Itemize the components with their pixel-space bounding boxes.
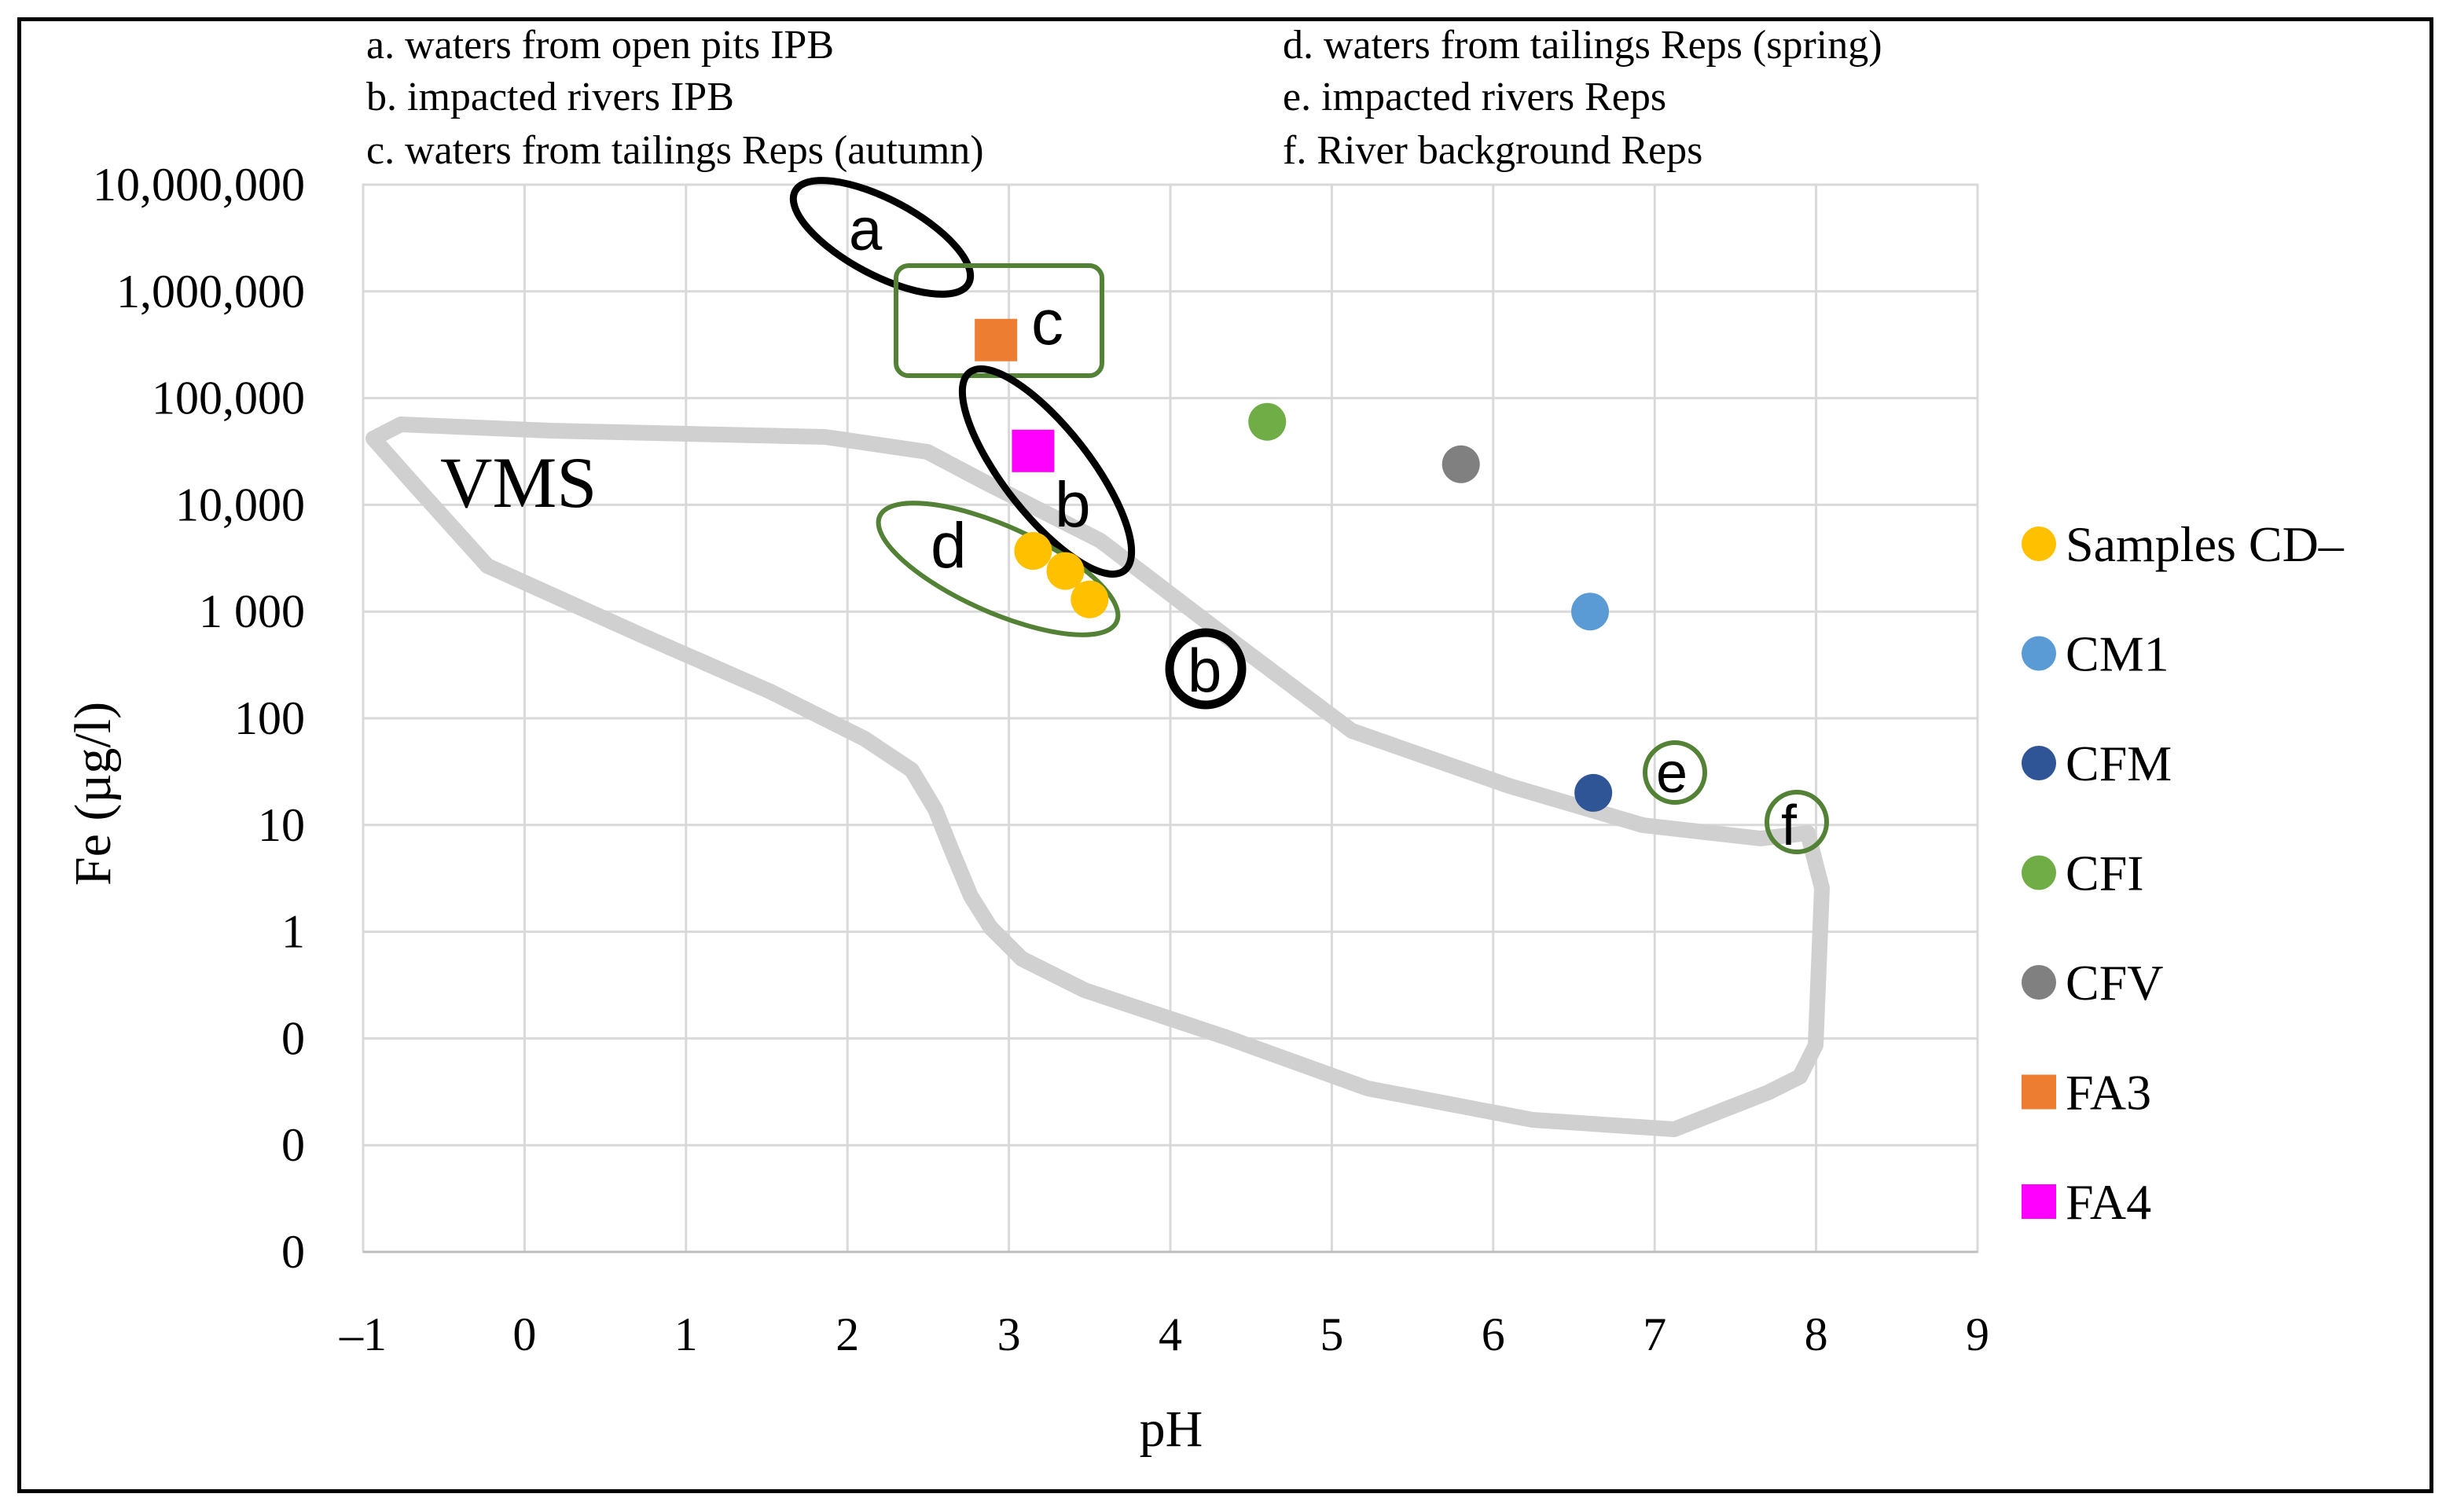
legend-label-cfv: CFV	[2066, 955, 2164, 1011]
x-tick-label: 7	[1643, 1308, 1666, 1360]
x-tick-label: 3	[997, 1308, 1021, 1360]
vms-label: VMS	[440, 442, 597, 523]
legend-marker-cm1	[2022, 636, 2056, 671]
region-b-ellipse	[958, 365, 1136, 578]
point-fa3	[975, 318, 1018, 361]
y-tick-label: 100	[234, 692, 305, 744]
region-d-label: d	[931, 510, 967, 582]
legend-label-samples-cd: Samples CD–	[2066, 516, 2345, 572]
legend-label-cfi: CFI	[2066, 846, 2144, 901]
legend-marker-cfv	[2022, 965, 2056, 1000]
legend: Samples CD– CM1 CFM CFI CFV FA3 FA4	[2022, 516, 2345, 1230]
x-tick-labels: –1 0 1 2 3 4 5 6 7 8 9	[339, 1308, 1989, 1360]
x-tick-label: –1	[339, 1308, 387, 1360]
region-a-ellipse	[789, 177, 975, 298]
region-b2-label: b	[1188, 636, 1221, 705]
legend-marker-cfi	[2022, 855, 2056, 890]
point-cm1	[1571, 593, 1610, 631]
x-tick-label: 6	[1482, 1308, 1505, 1360]
note-a: a. waters from open pits IPB	[366, 23, 834, 68]
y-tick-label: 0	[281, 1226, 305, 1278]
legend-label-fa4: FA4	[2066, 1174, 2151, 1230]
grid	[362, 183, 1979, 1253]
point-samples-cd	[1046, 552, 1085, 590]
y-axis-title: Fe (µg/l)	[64, 702, 122, 886]
legend-label-cfm: CFM	[2066, 736, 2172, 791]
legend-label-fa3: FA3	[2066, 1065, 2151, 1121]
x-tick-label: 0	[512, 1308, 536, 1360]
x-tick-label: 2	[836, 1308, 859, 1360]
region-d-ellipse	[876, 501, 1121, 637]
y-tick-label: 1 000	[199, 585, 305, 637]
region-a-label: a	[849, 196, 883, 263]
x-tick-label: 4	[1159, 1308, 1182, 1360]
note-c: c. waters from tailings Reps (autumn)	[366, 128, 984, 173]
point-cfi	[1248, 402, 1287, 441]
data-points	[975, 318, 1613, 812]
x-tick-label: 9	[1966, 1308, 1989, 1360]
y-tick-label: 10	[258, 799, 305, 851]
y-tick-label: 100,000	[152, 372, 305, 424]
note-b: b. impacted rivers IPB	[366, 75, 734, 119]
y-tick-label: 10,000,000	[93, 159, 305, 211]
legend-marker-fa4	[2022, 1184, 2056, 1219]
region-e-circle	[1643, 740, 1707, 805]
x-tick-label: 5	[1320, 1308, 1343, 1360]
x-axis-title: pH	[1140, 1400, 1203, 1458]
y-tick-label: 10,000	[175, 479, 305, 530]
x-tick-label: 1	[674, 1308, 698, 1360]
region-f-label: f	[1781, 795, 1798, 857]
x-tick-label: 8	[1805, 1308, 1828, 1360]
region-f-circle	[1765, 790, 1829, 854]
legend-label-cm1: CM1	[2066, 626, 2169, 682]
region-c-label: c	[1031, 287, 1063, 358]
point-fa4	[1012, 429, 1055, 472]
point-cfv	[1442, 445, 1480, 483]
note-e: e. impacted rivers Reps	[1283, 75, 1666, 119]
y-tick-label: 0	[281, 1012, 305, 1064]
legend-marker-samples-cd	[2022, 527, 2056, 561]
vms-region	[365, 417, 1830, 1137]
region-b2-circle	[1165, 628, 1247, 710]
region-b-label: b	[1055, 469, 1091, 541]
y-tick-label: 1,000,000	[116, 266, 305, 317]
legend-marker-fa3	[2022, 1074, 2056, 1110]
y-tick-labels: 0 0 0 1 10 100 1 000 10,000 100,000 1,000,000 10,0…	[93, 159, 305, 1278]
note-f: f. River background Reps	[1283, 128, 1702, 173]
point-samples-cd	[1014, 532, 1052, 571]
y-tick-label: 1	[281, 906, 305, 958]
legend-marker-cfm	[2022, 746, 2056, 780]
y-tick-label: 0	[281, 1119, 305, 1171]
point-samples-cd	[1071, 580, 1109, 618]
region-e-label: e	[1656, 742, 1688, 805]
point-cfm	[1574, 773, 1613, 812]
note-d: d. waters from tailings Reps (spring)	[1283, 23, 1882, 68]
